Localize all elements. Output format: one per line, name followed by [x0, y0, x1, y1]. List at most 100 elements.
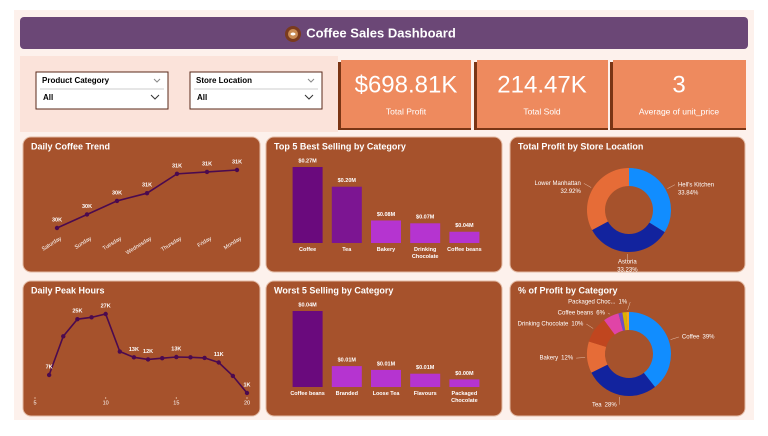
x-label-box: Packaged Chocolate	[445, 391, 484, 413]
x-label-box: Bakery	[366, 247, 405, 269]
slice-label: Drinking Chocolate	[518, 322, 569, 328]
x-tick-label: 15	[173, 400, 179, 406]
kpi-value: 214.47K	[497, 71, 586, 98]
slicer[interactable]: Product Category All	[36, 72, 168, 109]
dashboard-title: Coffee Sales Dashboard	[306, 25, 456, 40]
x-label-box: Coffee beans	[288, 391, 327, 413]
data-label: $0.04M	[298, 302, 317, 308]
data-label: 30K	[112, 190, 122, 196]
chart-title: Top 5 Best Selling by Category	[274, 141, 406, 151]
slice-value: 1%	[619, 300, 628, 306]
point	[235, 168, 239, 172]
slice-label: Bakery	[539, 356, 558, 362]
point	[205, 170, 209, 174]
bar	[371, 220, 401, 243]
x-tick-label: Coffee beans	[445, 247, 484, 254]
coffee-icon	[285, 26, 301, 42]
point	[85, 212, 89, 216]
x-tick-label: Branded	[327, 391, 366, 398]
x-tick-label: Drinking Chocolate	[406, 247, 445, 261]
slice-label: Astoria	[618, 260, 637, 266]
data-label: 13K	[129, 347, 139, 353]
data-label: 31K	[232, 159, 242, 165]
chart-title: Daily Coffee Trend	[31, 141, 110, 151]
x-tick-label: Coffee beans	[288, 391, 327, 398]
point	[61, 334, 65, 338]
point	[115, 199, 119, 203]
x-tick-label: Coffee	[288, 247, 327, 254]
slice-label: Coffee	[682, 335, 700, 341]
slice-value: 10%	[571, 322, 584, 328]
slice-label: Packaged Choc...	[568, 300, 616, 306]
kpi-label: Total Sold	[523, 106, 561, 116]
data-label: $0.07M	[416, 215, 435, 221]
point	[245, 391, 249, 395]
slice-label: Hell's Kitchen	[678, 182, 714, 188]
chart-title: Daily Peak Hours	[31, 285, 105, 295]
x-label-box: Tea	[327, 247, 366, 269]
slicer[interactable]: Store Location All	[190, 72, 322, 109]
point	[89, 315, 93, 319]
point	[217, 360, 221, 364]
point	[145, 191, 149, 195]
x-label-box: Loose Tea	[366, 391, 405, 413]
bar	[371, 370, 401, 387]
point	[47, 373, 51, 377]
point	[175, 172, 179, 176]
bar	[449, 232, 479, 243]
point	[118, 349, 122, 353]
bar	[449, 379, 479, 387]
data-label: $0.04M	[455, 223, 474, 229]
kpi-value: 3	[672, 71, 685, 98]
bar	[293, 311, 323, 387]
chart-title: Total Profit by Store Location	[518, 141, 643, 151]
data-label: 30K	[52, 217, 62, 223]
x-label-box: Coffee	[288, 247, 327, 269]
slice-value: 33.84%	[678, 190, 699, 196]
point	[103, 312, 107, 316]
x-tick-label: Flavours	[406, 391, 445, 398]
x-tick-label: Loose Tea	[366, 391, 405, 398]
chart-title: % of Profit by Category	[518, 285, 618, 295]
data-label: $0.01M	[338, 358, 357, 364]
x-label-box: Coffee beans	[445, 247, 484, 269]
x-tick-label: Packaged Chocolate	[445, 391, 484, 405]
slice-value: 12%	[561, 356, 574, 362]
data-label: $0.27M	[298, 158, 317, 164]
data-label: $0.00M	[455, 371, 474, 377]
slicer-value: All	[197, 93, 207, 102]
x-tick-label: Tea	[327, 247, 366, 254]
point	[146, 357, 150, 361]
point	[160, 356, 164, 360]
point	[75, 317, 79, 321]
bar	[332, 366, 362, 387]
point	[174, 355, 178, 359]
slice-label: Tea	[592, 402, 602, 408]
data-label: $0.08M	[377, 212, 396, 218]
kpi-value: $698.81K	[355, 71, 458, 98]
bar	[332, 187, 362, 243]
data-label: 1K	[243, 382, 250, 388]
data-label: 11K	[214, 352, 224, 358]
point	[55, 226, 59, 230]
data-label: 31K	[172, 163, 182, 169]
point	[132, 355, 136, 359]
x-label-box: Drinking Chocolate	[406, 247, 445, 269]
data-label: 13K	[171, 346, 181, 352]
kpi-card: $698.81K Total Profit	[338, 60, 471, 130]
kpi-card: 3 Average of unit_price	[610, 60, 746, 130]
slice-value: 39%	[702, 335, 715, 341]
x-tick-label: 10	[103, 400, 109, 406]
bar	[293, 167, 323, 243]
x-tick-label: 20	[244, 400, 250, 406]
data-label: $0.20M	[338, 178, 357, 184]
slice-value: 33.23%	[617, 268, 638, 274]
point	[188, 355, 192, 359]
slicer-label: Product Category	[42, 76, 110, 85]
data-label: 31K	[142, 183, 152, 189]
slice-label: Coffee beans	[558, 311, 594, 317]
data-label: 30K	[82, 204, 92, 210]
slice-value: 32.92%	[561, 189, 582, 195]
chart-panel	[23, 137, 260, 272]
slice-value: 6%	[596, 311, 605, 317]
